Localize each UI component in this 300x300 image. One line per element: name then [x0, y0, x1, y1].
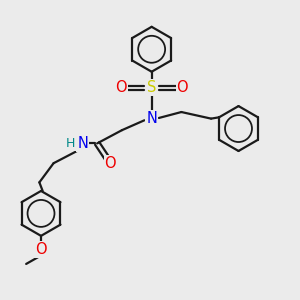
Text: H: H — [65, 137, 75, 150]
Text: O: O — [177, 80, 188, 95]
Text: O: O — [115, 80, 127, 95]
Text: S: S — [147, 80, 156, 95]
Text: O: O — [35, 242, 47, 257]
Text: N: N — [146, 111, 157, 126]
Text: O: O — [105, 156, 116, 171]
Text: N: N — [77, 136, 88, 151]
